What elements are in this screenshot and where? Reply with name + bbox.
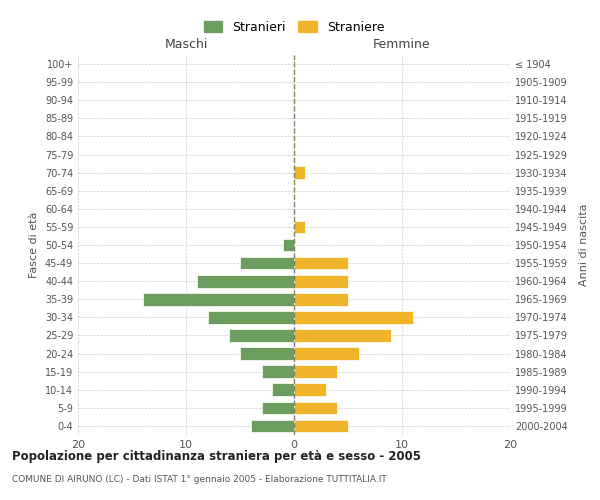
Bar <box>143 293 294 306</box>
Bar <box>197 275 294 287</box>
Y-axis label: Fasce di età: Fasce di età <box>29 212 39 278</box>
Bar <box>262 366 294 378</box>
Bar <box>294 166 305 179</box>
Bar <box>208 311 294 324</box>
Bar <box>294 402 337 414</box>
Bar <box>272 384 294 396</box>
Bar <box>251 420 294 432</box>
Bar <box>283 238 294 252</box>
Bar <box>294 347 359 360</box>
Bar <box>294 311 413 324</box>
Bar <box>240 347 294 360</box>
Bar <box>262 402 294 414</box>
Bar <box>294 366 337 378</box>
Text: Femmine: Femmine <box>373 38 431 52</box>
Bar <box>294 329 391 342</box>
Legend: Stranieri, Straniere: Stranieri, Straniere <box>199 16 389 38</box>
Y-axis label: Anni di nascita: Anni di nascita <box>579 204 589 286</box>
Text: Maschi: Maschi <box>164 38 208 52</box>
Bar <box>294 384 326 396</box>
Bar <box>294 293 348 306</box>
Bar <box>294 275 348 287</box>
Bar <box>294 220 305 233</box>
Bar <box>294 420 348 432</box>
Bar <box>294 257 348 270</box>
Bar <box>240 257 294 270</box>
Text: COMUNE DI AIRUNO (LC) - Dati ISTAT 1° gennaio 2005 - Elaborazione TUTTITALIA.IT: COMUNE DI AIRUNO (LC) - Dati ISTAT 1° ge… <box>12 475 387 484</box>
Bar <box>229 329 294 342</box>
Text: Popolazione per cittadinanza straniera per età e sesso - 2005: Popolazione per cittadinanza straniera p… <box>12 450 421 463</box>
